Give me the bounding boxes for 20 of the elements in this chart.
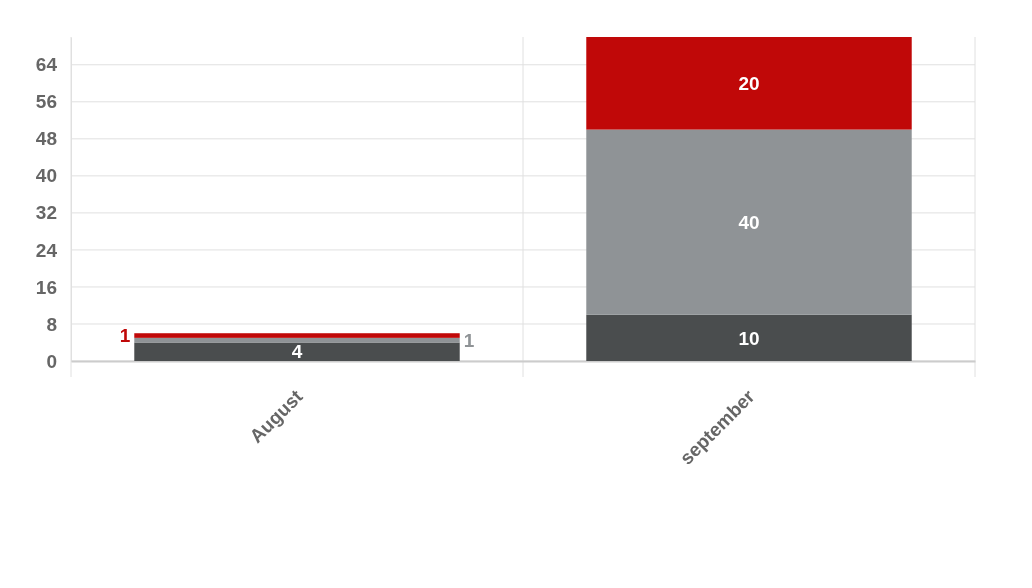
y-tick-label: 56 (35, 91, 57, 113)
y-tick-label: 8 (46, 313, 57, 335)
y-tick-label: 24 (35, 239, 58, 261)
y-tick-label: 64 (35, 54, 58, 76)
bar (586, 314, 912, 361)
y-tick-label: 0 (46, 350, 57, 372)
y-tick-label: 16 (35, 276, 57, 298)
data-label: 20 (738, 72, 760, 94)
data-label: 4 (291, 341, 303, 363)
data-label: 1 (119, 325, 131, 347)
y-tick-label: 32 (35, 202, 57, 224)
bar (586, 37, 912, 130)
data-label: 1 (463, 329, 475, 351)
bar (586, 129, 912, 315)
bar (134, 333, 460, 338)
data-label: 10 (738, 327, 760, 349)
bar (134, 342, 460, 361)
y-tick-label: 48 (35, 128, 57, 150)
data-label: 40 (738, 211, 760, 233)
y-tick-label: 40 (35, 165, 57, 187)
